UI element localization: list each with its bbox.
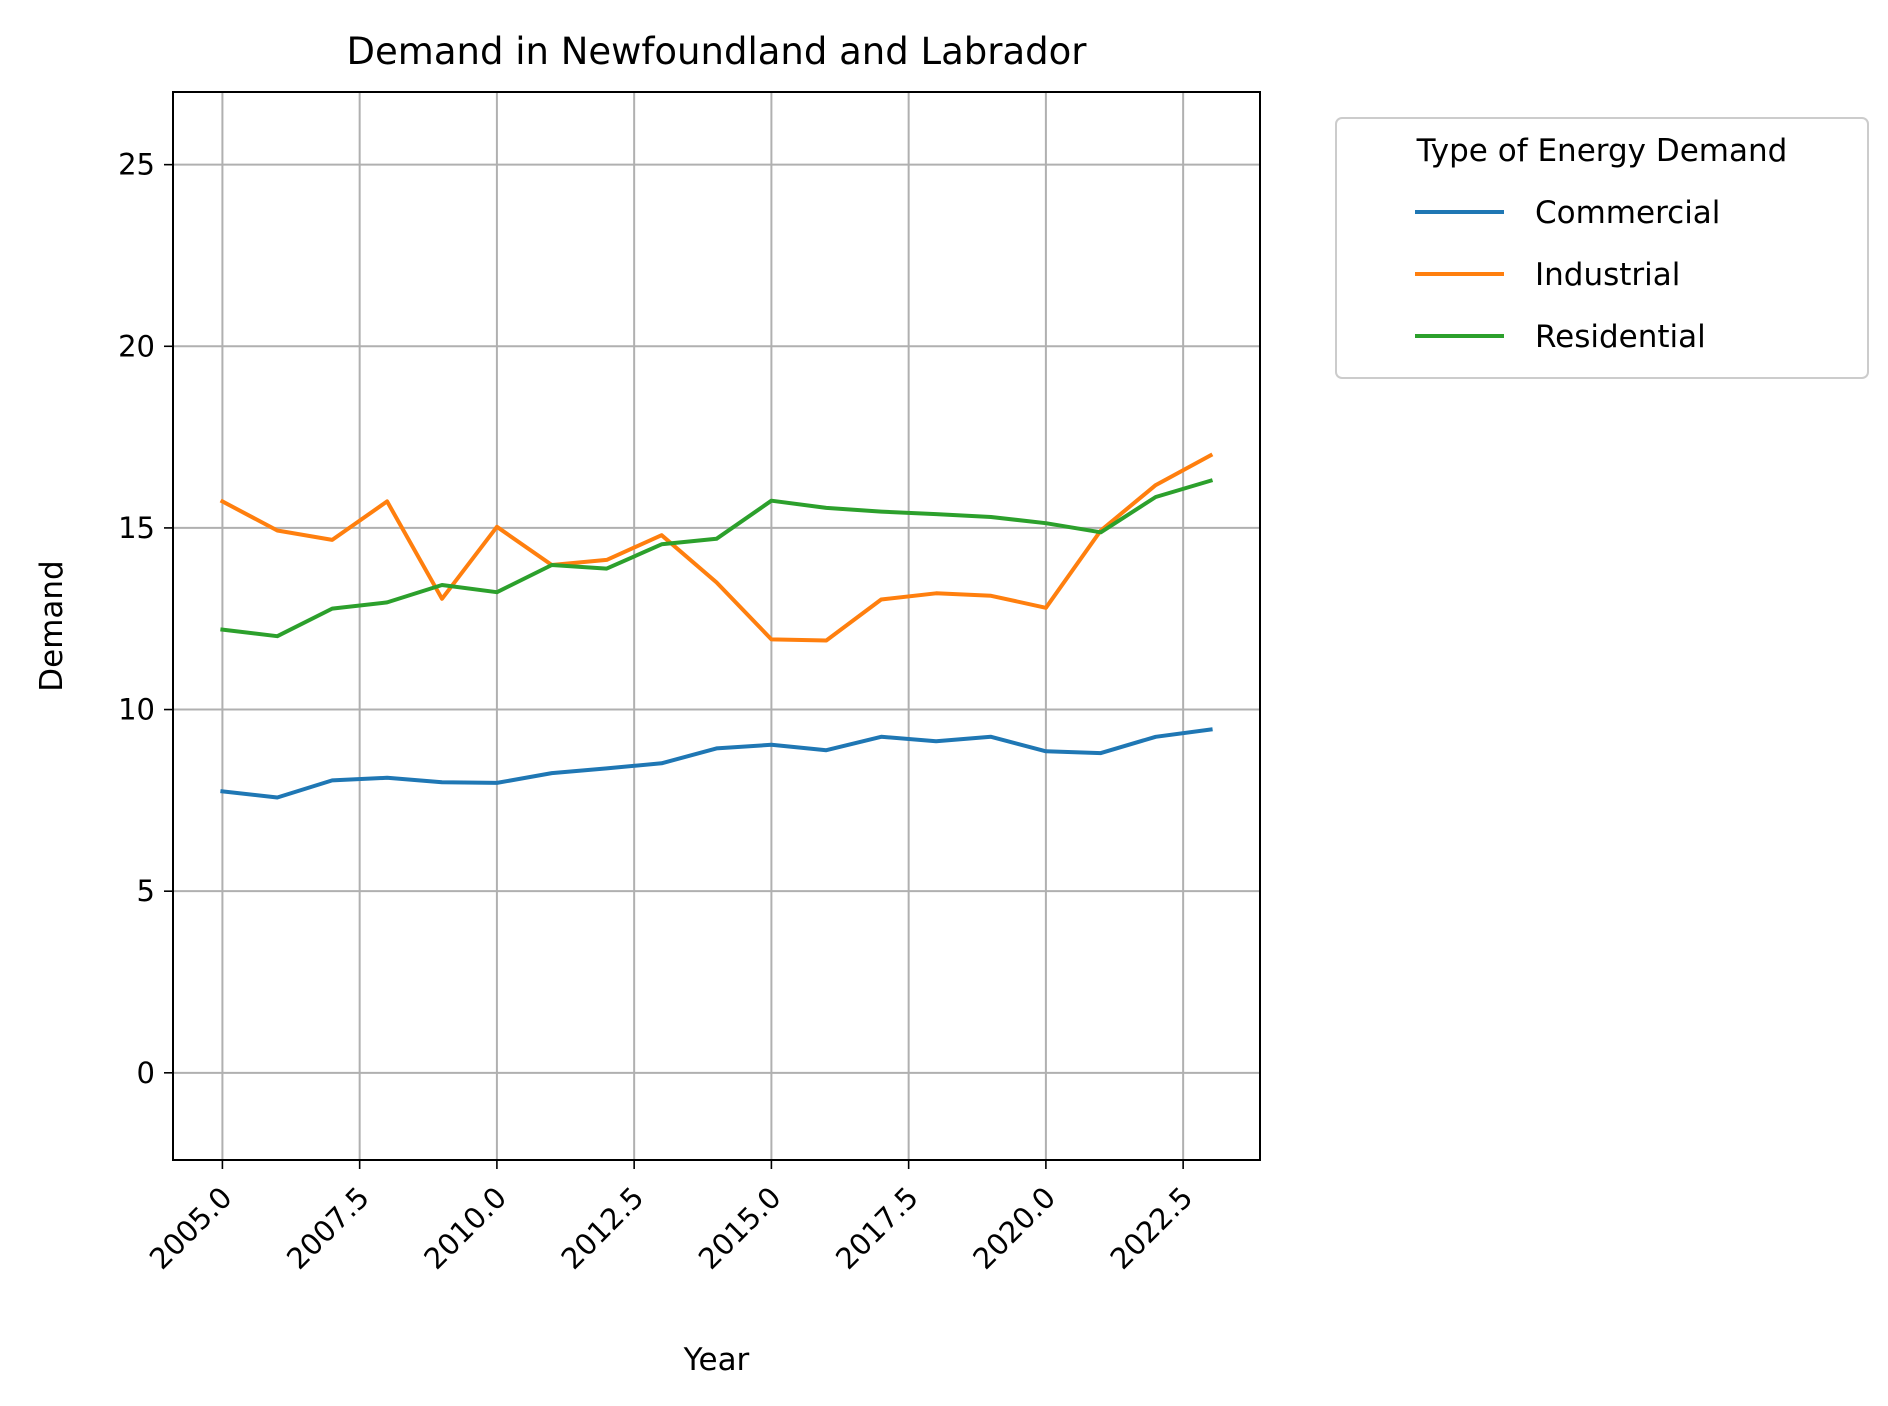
- y-axis-label: Demand: [34, 560, 70, 691]
- series-lines: [219, 452, 1214, 800]
- y-tick-label: 10: [118, 693, 155, 727]
- y-tick-label: 20: [118, 329, 155, 363]
- legend-label-residential: Residential: [1535, 319, 1706, 355]
- x-tick-label: 2005.0: [143, 1180, 239, 1276]
- x-axis-label: Year: [683, 1342, 750, 1378]
- x-tick-label: 2022.5: [1104, 1180, 1200, 1276]
- plot-frame: [172, 91, 1261, 1161]
- x-tick-label: 2015.0: [692, 1180, 788, 1276]
- x-tick-label: 2012.5: [555, 1180, 651, 1276]
- legend-label-industrial: Industrial: [1535, 257, 1680, 293]
- legend-label-commercial: Commercial: [1535, 195, 1720, 231]
- y-tick-label: 15: [118, 511, 155, 545]
- series-line-industrial: [219, 452, 1214, 643]
- axis-ticks: 2005.0 2007.5 2010.0 2012.5 2015.0 2017.5 2020…: [118, 148, 1199, 1276]
- legend: Type of Energy Demand Commercial Industri…: [1335, 117, 1869, 379]
- x-tick-label: 2020.0: [966, 1180, 1062, 1276]
- series-line-commercial: [220, 727, 1213, 800]
- legend-title: Type of Energy Demand: [1416, 133, 1788, 169]
- series-line-residential: [220, 478, 1214, 639]
- y-tick-label: 25: [118, 148, 155, 182]
- legend-items: Commercial Industrial Residential: [1415, 195, 1720, 355]
- x-tick-label: 2017.5: [829, 1180, 925, 1276]
- legend-box: [1335, 117, 1869, 379]
- grid: [173, 92, 1260, 1160]
- y-tick-label: 5: [137, 874, 155, 908]
- y-tick-label: 0: [137, 1056, 155, 1090]
- x-tick-label: 2007.5: [280, 1180, 376, 1276]
- x-tick-label: 2010.0: [417, 1180, 513, 1276]
- chart-title: Demand in Newfoundland and Labrador: [347, 30, 1088, 73]
